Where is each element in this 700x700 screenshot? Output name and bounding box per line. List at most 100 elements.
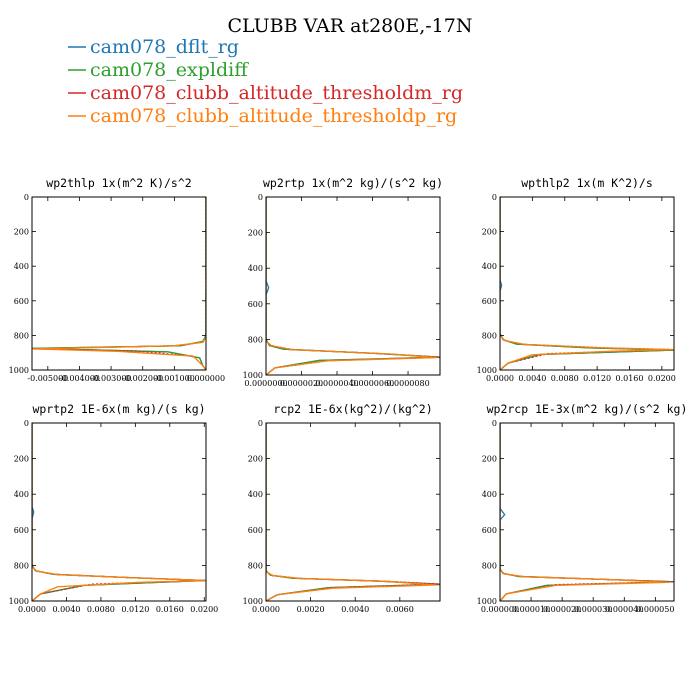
y-tick-label: 400	[482, 262, 497, 271]
y-tick-label: 200	[248, 455, 263, 464]
plot-frame	[499, 196, 675, 371]
y-tick-label: 400	[14, 490, 29, 499]
series-line	[32, 197, 206, 370]
legend-label: cam078_dflt_rg	[90, 36, 239, 58]
y-tick-label: 800	[482, 331, 497, 340]
legend-label: cam078_clubb_altitude_thresholdp_rg	[90, 105, 457, 127]
y-tick-label: 1000	[243, 371, 263, 380]
series-line	[32, 197, 206, 370]
series-line	[500, 423, 669, 601]
series-line	[32, 423, 206, 601]
x-tick-label: 0.0160	[156, 605, 184, 614]
y-tick-label: 400	[248, 264, 263, 273]
x-tick-label: -0.005000	[27, 374, 68, 383]
y-tick-label: 400	[248, 490, 263, 499]
chart-panel: wpthlp2 1x(m K^2)/s020040060080010000.00…	[477, 176, 676, 383]
series-line	[266, 197, 438, 375]
figure-title: CLUBB VAR at280E,-17N	[228, 15, 473, 37]
x-tick-label: -0.001000	[154, 374, 195, 383]
legend-label: cam078_expldiff	[90, 59, 249, 81]
x-tick-label: 0.000040	[605, 605, 643, 614]
y-tick-label: 800	[248, 561, 263, 570]
x-tick-label: -0.003000	[91, 374, 132, 383]
panel-title: wp2thlp 1x(m^2 K)/s^2	[46, 176, 191, 190]
x-tick-label: 0.0000000	[244, 379, 287, 388]
x-tick-label: 0.000050	[636, 605, 674, 614]
y-tick-label: 800	[14, 331, 29, 340]
plot-frame	[499, 422, 675, 602]
y-tick-label: 200	[14, 455, 29, 464]
x-tick-label: 0.000000	[481, 605, 519, 614]
panel-title: wprtp2 1E-6x(m kg)/(s kg)	[32, 402, 205, 416]
y-tick-label: 0	[258, 193, 263, 202]
series-line	[266, 423, 437, 601]
series-group	[32, 197, 206, 370]
y-tick-label: 1000	[9, 597, 29, 606]
x-tick-label: -0.002000	[122, 374, 163, 383]
chart-panel: rcp2 1E-6x(kg^2)/(kg^2) 0 200 400 600 800 1000…	[243, 402, 441, 614]
y-tick-label: 200	[482, 228, 497, 237]
series-group	[500, 197, 674, 370]
series-line	[266, 197, 440, 375]
y-tick-label: 1000	[243, 597, 263, 606]
x-tick-label: 0.0020	[297, 605, 325, 614]
x-tick-label: 0.0200	[190, 605, 218, 614]
x-tick-label: 0.0200	[648, 374, 676, 383]
y-tick-label: 800	[248, 335, 263, 344]
plot-frame	[31, 422, 207, 602]
x-tick-label: 0.0040	[518, 374, 546, 383]
plot-frame	[31, 196, 207, 371]
series-line	[266, 423, 440, 601]
series-line	[266, 423, 440, 601]
plot-frame	[265, 422, 441, 602]
chart-panel: wp2thlp 1x(m^2 K)/s^202004006008001000-0…	[9, 176, 225, 383]
legend-entry: cam078_expldiff	[68, 59, 249, 81]
series-line	[500, 423, 674, 601]
x-tick-label: 0.0040	[52, 605, 80, 614]
x-tick-label: 0.0000	[18, 605, 46, 614]
series-line	[500, 423, 674, 601]
x-tick-label: -0.004000	[59, 374, 100, 383]
x-tick-label: 0.0000060	[351, 379, 394, 388]
chart-panels: wp2thlp 1x(m^2 K)/s^202004006008001000-0…	[9, 176, 688, 614]
x-tick-label: 0.0000020	[280, 379, 323, 388]
y-tick-label: 600	[248, 300, 263, 309]
panel-title: wpthlp2 1x(m K^2)/s	[521, 176, 653, 190]
series-line	[266, 423, 440, 601]
x-tick-label: 0.000020	[543, 605, 581, 614]
series-line	[500, 197, 674, 370]
y-tick-label: 1000	[477, 366, 497, 375]
series-group	[266, 423, 440, 601]
chart-panel: wp2rcp 1E-3x(m^2 kg)/(s^2 kg) 0 200 400 600 8…	[477, 402, 688, 614]
panel-title: wp2rcp 1E-3x(m^2 kg)/(s^2 kg)	[487, 402, 688, 416]
y-tick-label: 600	[14, 526, 29, 535]
panel-title: rcp2 1E-6x(kg^2)/(kg^2)	[273, 402, 432, 416]
y-tick-label: 600	[14, 297, 29, 306]
x-tick-label: 0.000000	[187, 374, 225, 383]
y-tick-label: 0	[492, 193, 497, 202]
x-tick-label: 0.0120	[121, 605, 149, 614]
y-tick-label: 0	[492, 419, 497, 428]
y-tick-label: 0	[24, 193, 29, 202]
legend: cam078_dflt_rg cam078_expldiff cam078_cl…	[68, 36, 463, 127]
x-tick-label: 0.0080	[87, 605, 115, 614]
legend-entry: cam078_clubb_altitude_thresholdp_rg	[68, 105, 457, 127]
series-line	[32, 197, 206, 370]
x-tick-label: 0.0160	[615, 374, 643, 383]
y-tick-label: 1000	[9, 366, 29, 375]
y-tick-label: 200	[482, 455, 497, 464]
x-tick-label: 0.0040	[341, 605, 369, 614]
y-tick-label: 0	[24, 419, 29, 428]
x-tick-label: 0.0080	[551, 374, 579, 383]
legend-label: cam078_clubb_altitude_thresholdm_rg	[90, 82, 463, 104]
y-tick-label: 200	[248, 229, 263, 238]
panel-title: wp2rtp 1x(m^2 kg)/(s^2 kg)	[263, 176, 443, 190]
y-tick-label: 1000	[477, 597, 497, 606]
x-tick-label: 0.000030	[574, 605, 612, 614]
y-tick-label: 400	[14, 262, 29, 271]
x-tick-label: 0.0000040	[315, 379, 358, 388]
legend-entry: cam078_dflt_rg	[68, 36, 239, 58]
chart-panel: wp2rtp 1x(m^2 kg)/(s^2 kg)0 200 400 600 800 1…	[243, 176, 443, 388]
x-tick-label: 0.0000	[486, 374, 514, 383]
series-group	[500, 423, 674, 601]
